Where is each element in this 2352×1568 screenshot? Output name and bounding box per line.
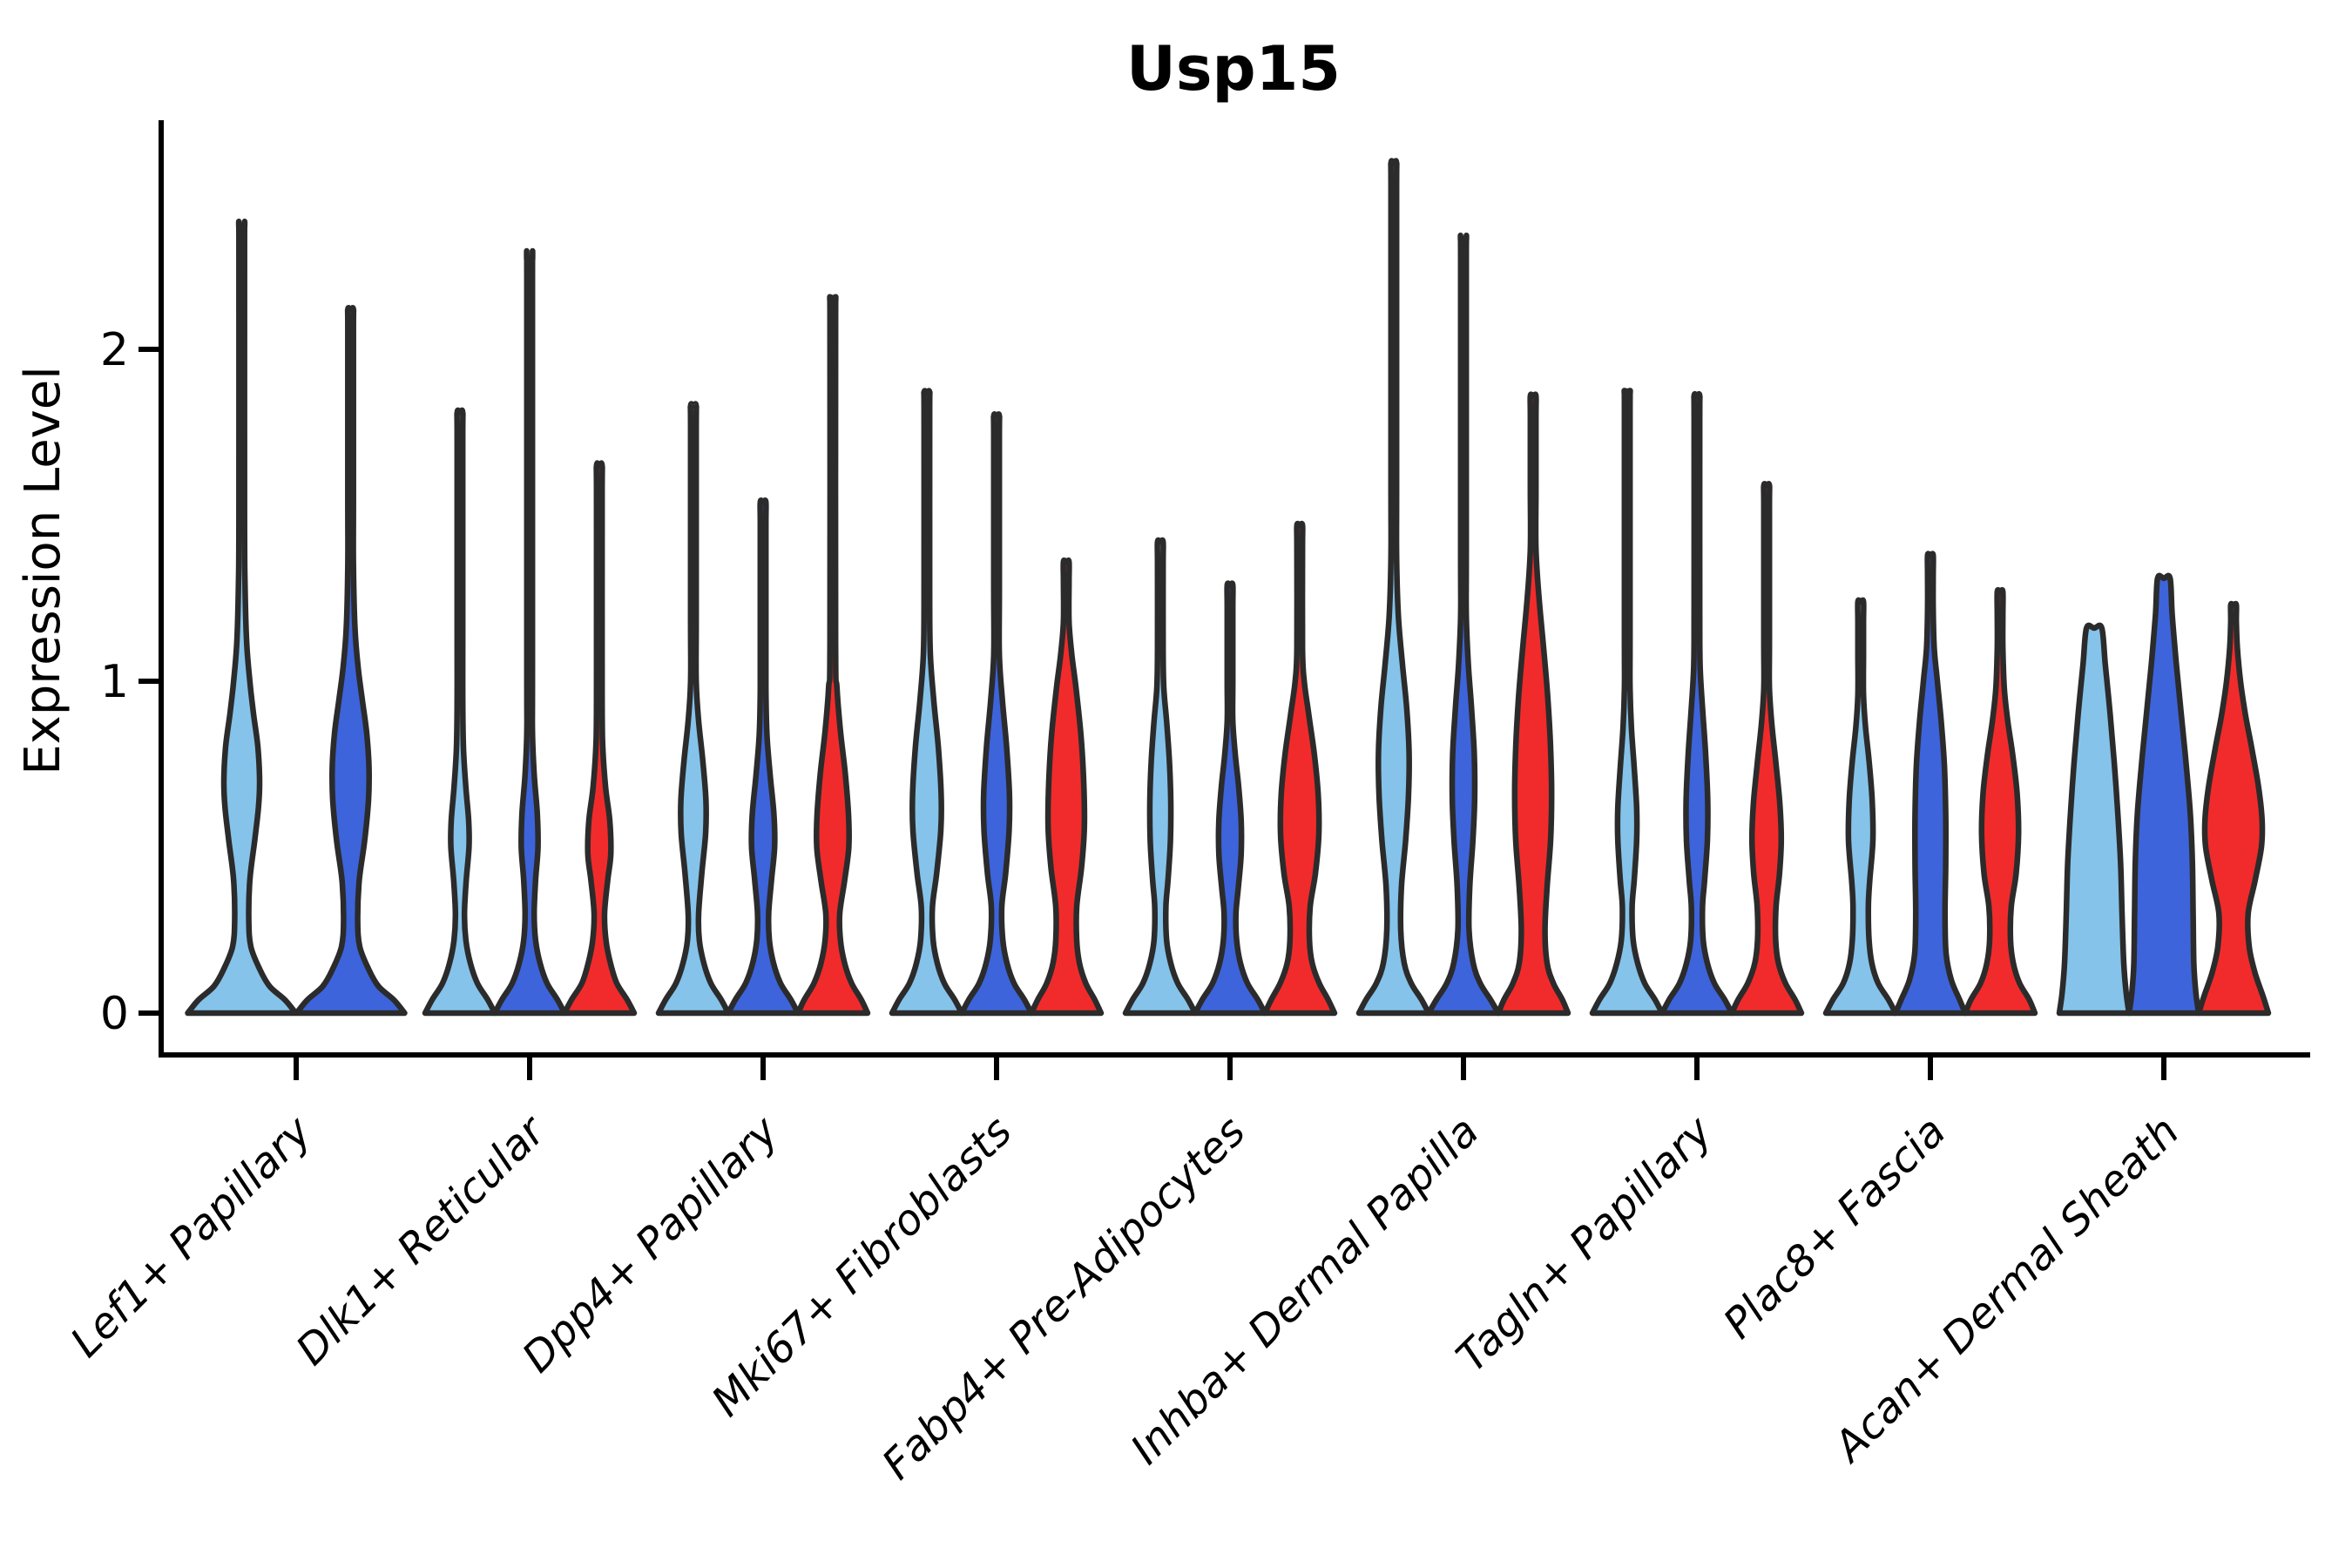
violin-inhba-dermal-papilla-dark-blue — [1425, 233, 1502, 1017]
x-tick-label-lef1-papillary: Lef1+ Papillary — [61, 1106, 321, 1367]
y-tick-label: 2 — [100, 324, 129, 376]
violin-inhba-dermal-papilla-red — [1495, 391, 1571, 1017]
violin-mki67-fibroblasts-light-blue — [889, 388, 965, 1017]
violin-plac8-fascia-dark-blue — [1892, 551, 1969, 1017]
y-tick-label: 1 — [100, 656, 129, 708]
x-tick-label-dpp4-papillary: Dpp4+ Papillary — [513, 1106, 788, 1382]
violin-fabp4-pre-adipocytes-red — [1261, 520, 1338, 1017]
violin-dpp4-papillary-light-blue — [655, 401, 732, 1017]
chart-title: Usp15 — [1126, 33, 1341, 105]
y-tick-label: 0 — [100, 988, 129, 1040]
violin-acan-dermal-sheath-dark-blue — [2126, 572, 2202, 1017]
violin-lef1-papillary-light-blue — [185, 219, 299, 1017]
violin-acan-dermal-sheath-light-blue — [2056, 622, 2132, 1017]
x-tick-label-dlk1-reticular: Dlk1+ Reticular — [287, 1105, 557, 1375]
y-ticks: 0 1 2 — [100, 324, 160, 1040]
violins-layer — [185, 158, 2272, 1017]
violin-tagln-papillary-red — [1728, 481, 1805, 1017]
violin-fabp4-pre-adipocytes-light-blue — [1122, 537, 1199, 1017]
violin-mki67-fibroblasts-red — [1028, 557, 1105, 1017]
violin-tagln-papillary-light-blue — [1589, 388, 1666, 1017]
violin-mki67-fibroblasts-dark-blue — [958, 411, 1035, 1017]
violin-dlk1-reticular-light-blue — [422, 407, 498, 1017]
violin-plac8-fascia-red — [1962, 586, 2038, 1017]
violin-acan-dermal-sheath-red — [2195, 600, 2272, 1017]
violin-lef1-papillary-dark-blue — [294, 305, 408, 1017]
x-tick-label-tagln-papillary: Tagln+ Papillary — [1447, 1106, 1722, 1382]
violin-dpp4-papillary-dark-blue — [725, 497, 801, 1017]
violin-plac8-fascia-light-blue — [1822, 597, 1899, 1017]
y-axis-label: Expression Level — [15, 366, 71, 775]
violin-dpp4-papillary-red — [794, 294, 871, 1017]
x-tick-label-plac8-fascia: Plac8+ Fascia — [1714, 1107, 1956, 1348]
violin-tagln-papillary-dark-blue — [1659, 390, 1735, 1017]
violin-dlk1-reticular-dark-blue — [491, 248, 568, 1017]
violin-fabp4-pre-adipocytes-dark-blue — [1192, 580, 1268, 1017]
violin-dlk1-reticular-red — [561, 460, 638, 1017]
violin-inhba-dermal-papilla-light-blue — [1355, 158, 1432, 1017]
